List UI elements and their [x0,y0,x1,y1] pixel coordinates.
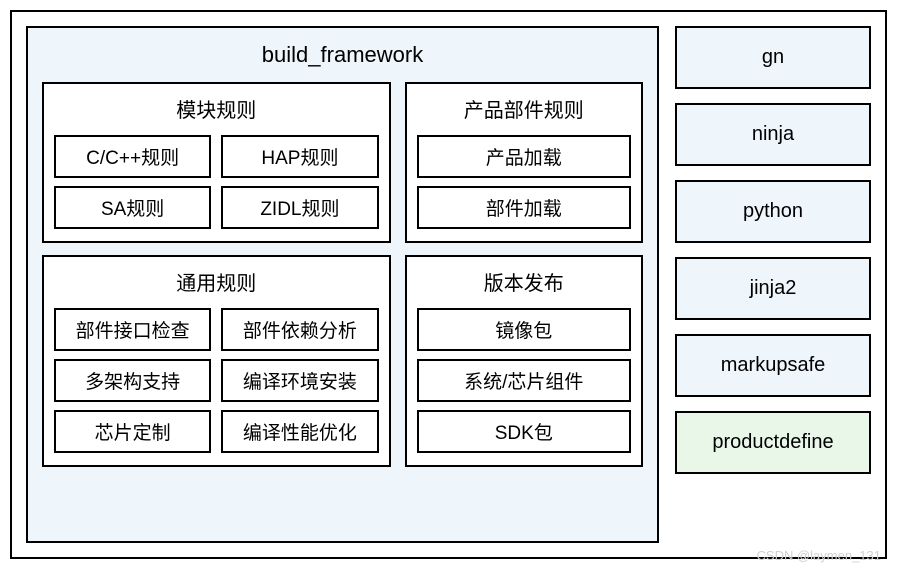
cell-sa-rules: SA规则 [54,186,211,229]
side-box-ninja: ninja [675,103,871,166]
cell-grid: C/C++规则 HAP规则 SA规则 ZIDL规则 [54,135,379,229]
diagram-canvas: build_framework 模块规则 C/C++规则 HAP规则 SA规则 … [0,0,897,569]
row-bottom: 通用规则 部件接口检查 部件依赖分析 多架构支持 编译环境安装 芯片定制 编译性… [42,255,643,467]
outer-frame: build_framework 模块规则 C/C++规则 HAP规则 SA规则 … [10,10,887,559]
cell-chip-custom: 芯片定制 [54,410,211,453]
cell-sdk-package: SDK包 [417,410,631,453]
side-column: gn ninja python jinja2 markupsafe produc… [675,26,871,543]
cell-component-load: 部件加载 [417,186,631,229]
panel-module-rules: 模块规则 C/C++规则 HAP规则 SA规则 ZIDL规则 [42,82,391,243]
row-top: 模块规则 C/C++规则 HAP规则 SA规则 ZIDL规则 产品部件规则 产品… [42,82,643,243]
cell-grid: 产品加载 部件加载 [417,135,631,229]
side-box-jinja2: jinja2 [675,257,871,320]
panel-release: 版本发布 镜像包 系统/芯片组件 SDK包 [405,255,643,467]
cell-env-install: 编译环境安装 [221,359,378,402]
panel-general-rules: 通用规则 部件接口检查 部件依赖分析 多架构支持 编译环境安装 芯片定制 编译性… [42,255,391,467]
cell-hap-rules: HAP规则 [221,135,378,178]
cell-grid: 部件接口检查 部件依赖分析 多架构支持 编译环境安装 芯片定制 编译性能优化 [54,308,379,453]
cell-interface-check: 部件接口检查 [54,308,211,351]
side-box-python: python [675,180,871,243]
build-framework-container: build_framework 模块规则 C/C++规则 HAP规则 SA规则 … [26,26,659,543]
cell-dependency-analysis: 部件依赖分析 [221,308,378,351]
cell-product-load: 产品加载 [417,135,631,178]
side-box-markupsafe: markupsafe [675,334,871,397]
side-box-productdefine: productdefine [675,411,871,474]
cell-zidl-rules: ZIDL规则 [221,186,378,229]
panel-title: 通用规则 [54,265,379,300]
cell-multi-arch: 多架构支持 [54,359,211,402]
cell-image-package: 镜像包 [417,308,631,351]
cell-grid: 镜像包 系统/芯片组件 SDK包 [417,308,631,453]
cell-system-chip-components: 系统/芯片组件 [417,359,631,402]
side-box-gn: gn [675,26,871,89]
cell-c-cpp-rules: C/C++规则 [54,135,211,178]
panel-product-component-rules: 产品部件规则 产品加载 部件加载 [405,82,643,243]
panel-title: 模块规则 [54,92,379,127]
main-title: build_framework [42,38,643,70]
cell-compile-opt: 编译性能优化 [221,410,378,453]
panel-title: 产品部件规则 [417,92,631,127]
panel-title: 版本发布 [417,265,631,300]
